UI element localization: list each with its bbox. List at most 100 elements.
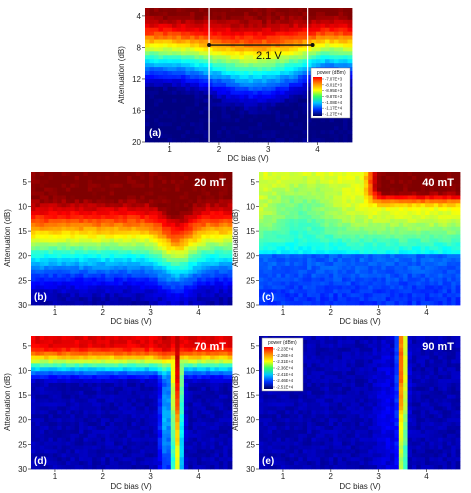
heatmap-cell <box>39 453 45 458</box>
heatmap-cell <box>166 230 172 235</box>
heatmap-cell <box>183 277 189 282</box>
heatmap-cell <box>372 273 378 279</box>
heatmap-cell <box>87 195 93 200</box>
heatmap-cell <box>272 261 277 267</box>
heatmap-cell <box>217 122 222 127</box>
heatmap-cell <box>263 230 269 235</box>
heatmap-cell <box>145 43 150 48</box>
heatmap-cell <box>226 19 231 25</box>
heatmap-cell <box>385 207 391 212</box>
heatmap-cell <box>347 47 353 52</box>
heatmap-cell <box>214 230 220 235</box>
heatmap-cell <box>346 230 352 235</box>
heatmap-cell <box>302 285 308 290</box>
heatmap-cell <box>311 238 317 243</box>
heatmap-cell <box>185 27 191 33</box>
heatmap-cell <box>248 39 254 44</box>
heatmap-cell <box>285 199 290 204</box>
heatmap-cell <box>253 59 258 64</box>
heatmap-cell <box>293 63 299 68</box>
heatmap-cell <box>57 246 62 251</box>
heatmap-cell <box>429 246 435 251</box>
heatmap-cell <box>263 301 269 306</box>
heatmap-cell <box>205 238 211 243</box>
heatmap-cell <box>157 195 163 200</box>
heatmap-cell <box>31 414 36 419</box>
heatmap-cell <box>420 226 426 232</box>
heatmap-cell <box>385 285 391 290</box>
heatmap-cell <box>355 250 360 255</box>
heatmap-cell <box>44 414 49 419</box>
heatmap-cell <box>263 246 269 251</box>
heatmap-cell <box>44 265 49 271</box>
heatmap-cell <box>144 265 150 271</box>
heatmap-cell <box>416 242 422 247</box>
heatmap-cell <box>363 207 369 212</box>
heatmap-cell <box>158 94 164 100</box>
heatmap-cell <box>105 265 111 271</box>
heatmap-cell <box>201 281 207 286</box>
heatmap-cell <box>257 67 263 72</box>
heatmap-cell <box>315 301 321 306</box>
heatmap-cell <box>166 226 172 232</box>
heatmap-cell <box>190 102 195 107</box>
heatmap-cell <box>100 215 106 220</box>
heatmap-cell <box>239 63 245 68</box>
heatmap-cell <box>201 297 207 302</box>
heatmap-cell <box>411 203 417 208</box>
heatmap-cell <box>280 215 286 220</box>
heatmap-cell <box>363 258 369 263</box>
heatmap-cell <box>271 94 276 100</box>
heatmap-cell <box>79 230 84 235</box>
heatmap-cell <box>235 71 240 76</box>
heatmap-cell <box>334 138 339 143</box>
heatmap-cell <box>411 211 417 216</box>
heatmap-cell <box>325 11 330 17</box>
heatmap-cell <box>149 67 155 72</box>
heatmap-cell <box>153 297 159 302</box>
heatmap-cell <box>253 138 258 143</box>
heatmap-cell <box>109 211 115 216</box>
heatmap-cell <box>140 269 146 275</box>
heatmap-cell <box>403 222 408 228</box>
heatmap-cell <box>96 179 102 185</box>
heatmap-cell <box>158 55 164 60</box>
heatmap-cell <box>328 289 334 294</box>
heatmap-cell <box>122 226 128 232</box>
heatmap-cell <box>372 179 378 185</box>
heatmap-cell <box>275 47 281 52</box>
heatmap-cell <box>100 203 106 208</box>
heatmap-cell <box>289 8 294 13</box>
heatmap-cell <box>172 39 177 44</box>
heatmap-cell <box>166 183 172 189</box>
heatmap-cell <box>61 234 67 239</box>
heatmap-cell <box>118 285 124 290</box>
heatmap-cell <box>131 297 137 302</box>
heatmap-cell <box>253 130 258 135</box>
heatmap-cell <box>149 27 155 33</box>
heatmap-cell <box>239 59 245 64</box>
heatmap-cell <box>284 106 290 111</box>
heatmap-cell <box>35 246 41 251</box>
heatmap-cell <box>154 90 159 96</box>
heatmap-cell <box>48 187 54 192</box>
heatmap-cell <box>35 347 41 353</box>
heatmap-cell <box>429 226 435 232</box>
heatmap-cell <box>416 226 422 232</box>
heatmap-cell <box>87 273 93 279</box>
heatmap-cell <box>307 297 312 302</box>
heatmap-cell <box>320 59 326 64</box>
heatmap-cell <box>289 187 295 192</box>
heatmap-cell <box>381 215 387 220</box>
heatmap-cell <box>210 199 215 204</box>
heatmap-cell <box>298 138 303 143</box>
heatmap-cell <box>221 71 227 76</box>
heatmap-cell <box>398 199 404 204</box>
heatmap-cell <box>239 8 245 13</box>
heatmap-cell <box>263 199 269 204</box>
heatmap-cell <box>266 102 272 107</box>
heatmap-cell <box>153 238 159 243</box>
heatmap-cell <box>394 191 400 196</box>
heatmap-cell <box>188 269 194 275</box>
heatmap-cell <box>446 172 452 177</box>
